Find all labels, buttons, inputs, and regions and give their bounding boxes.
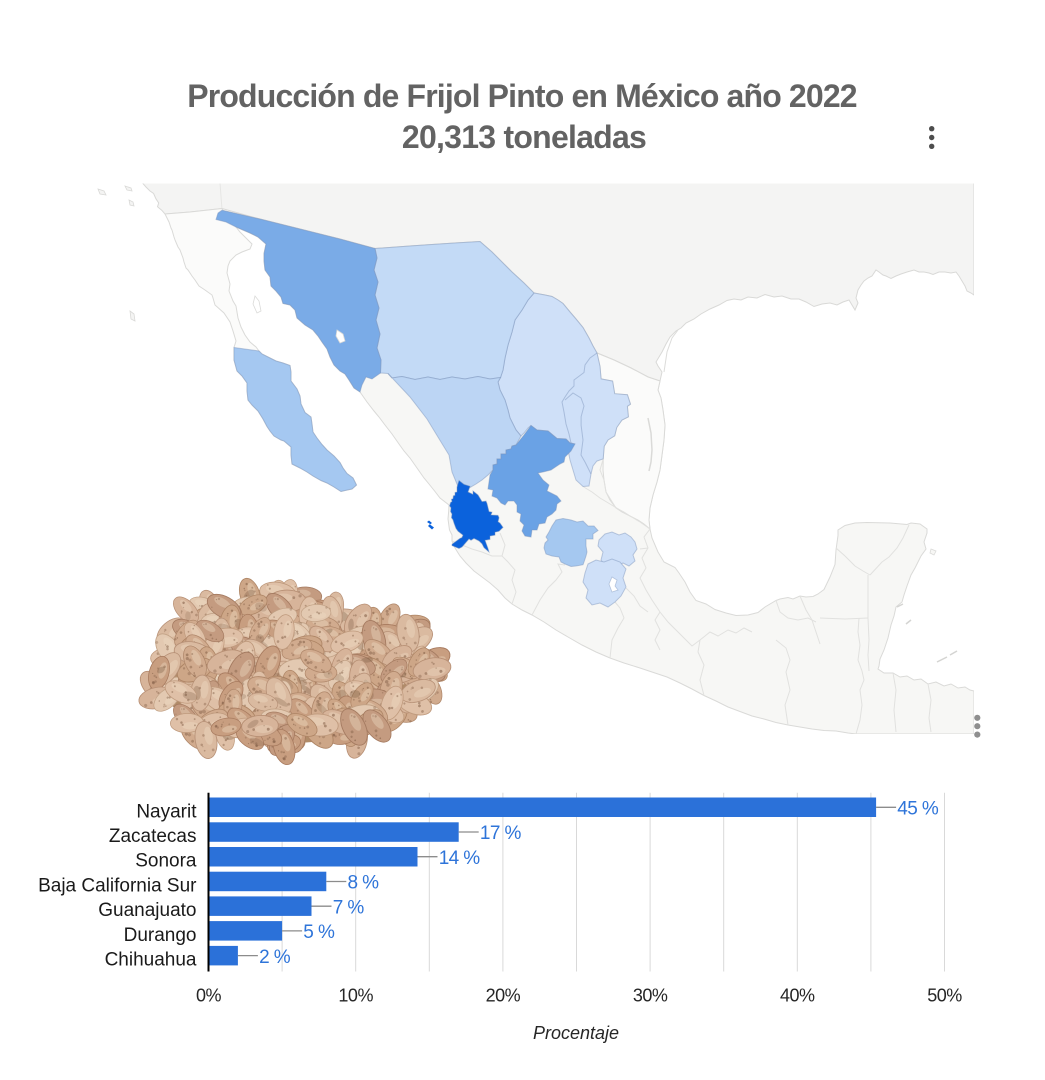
svg-text:Sonora: Sonora xyxy=(135,851,197,872)
svg-text:Producción de Frijol Pinto en: Producción de Frijol Pinto en México año… xyxy=(187,78,857,114)
svg-text:Durango: Durango xyxy=(124,925,197,946)
svg-text:Nayarit: Nayarit xyxy=(136,801,197,822)
svg-text:40%: 40% xyxy=(780,986,815,1006)
svg-text:8 %: 8 % xyxy=(348,873,380,894)
svg-text:20%: 20% xyxy=(486,986,521,1006)
svg-text:Chihuahua: Chihuahua xyxy=(105,950,197,971)
svg-text:14 %: 14 % xyxy=(439,848,481,869)
svg-text:50%: 50% xyxy=(927,986,962,1006)
svg-text:45 %: 45 % xyxy=(897,799,939,820)
svg-text:17 %: 17 % xyxy=(480,823,522,844)
svg-text:0%: 0% xyxy=(196,986,222,1006)
svg-text:20,313 toneladas: 20,313 toneladas xyxy=(402,119,646,155)
svg-text:2 %: 2 % xyxy=(259,947,291,968)
svg-text:10%: 10% xyxy=(338,986,373,1006)
svg-text:Baja California Sur: Baja California Sur xyxy=(38,876,197,897)
svg-text:7 %: 7 % xyxy=(333,897,365,918)
svg-text:Guanajuato: Guanajuato xyxy=(98,900,196,921)
svg-text:Procentaje: Procentaje xyxy=(533,1023,619,1043)
svg-text:5 %: 5 % xyxy=(303,922,335,943)
svg-text:Zacatecas: Zacatecas xyxy=(109,826,197,847)
svg-text:30%: 30% xyxy=(633,986,668,1006)
